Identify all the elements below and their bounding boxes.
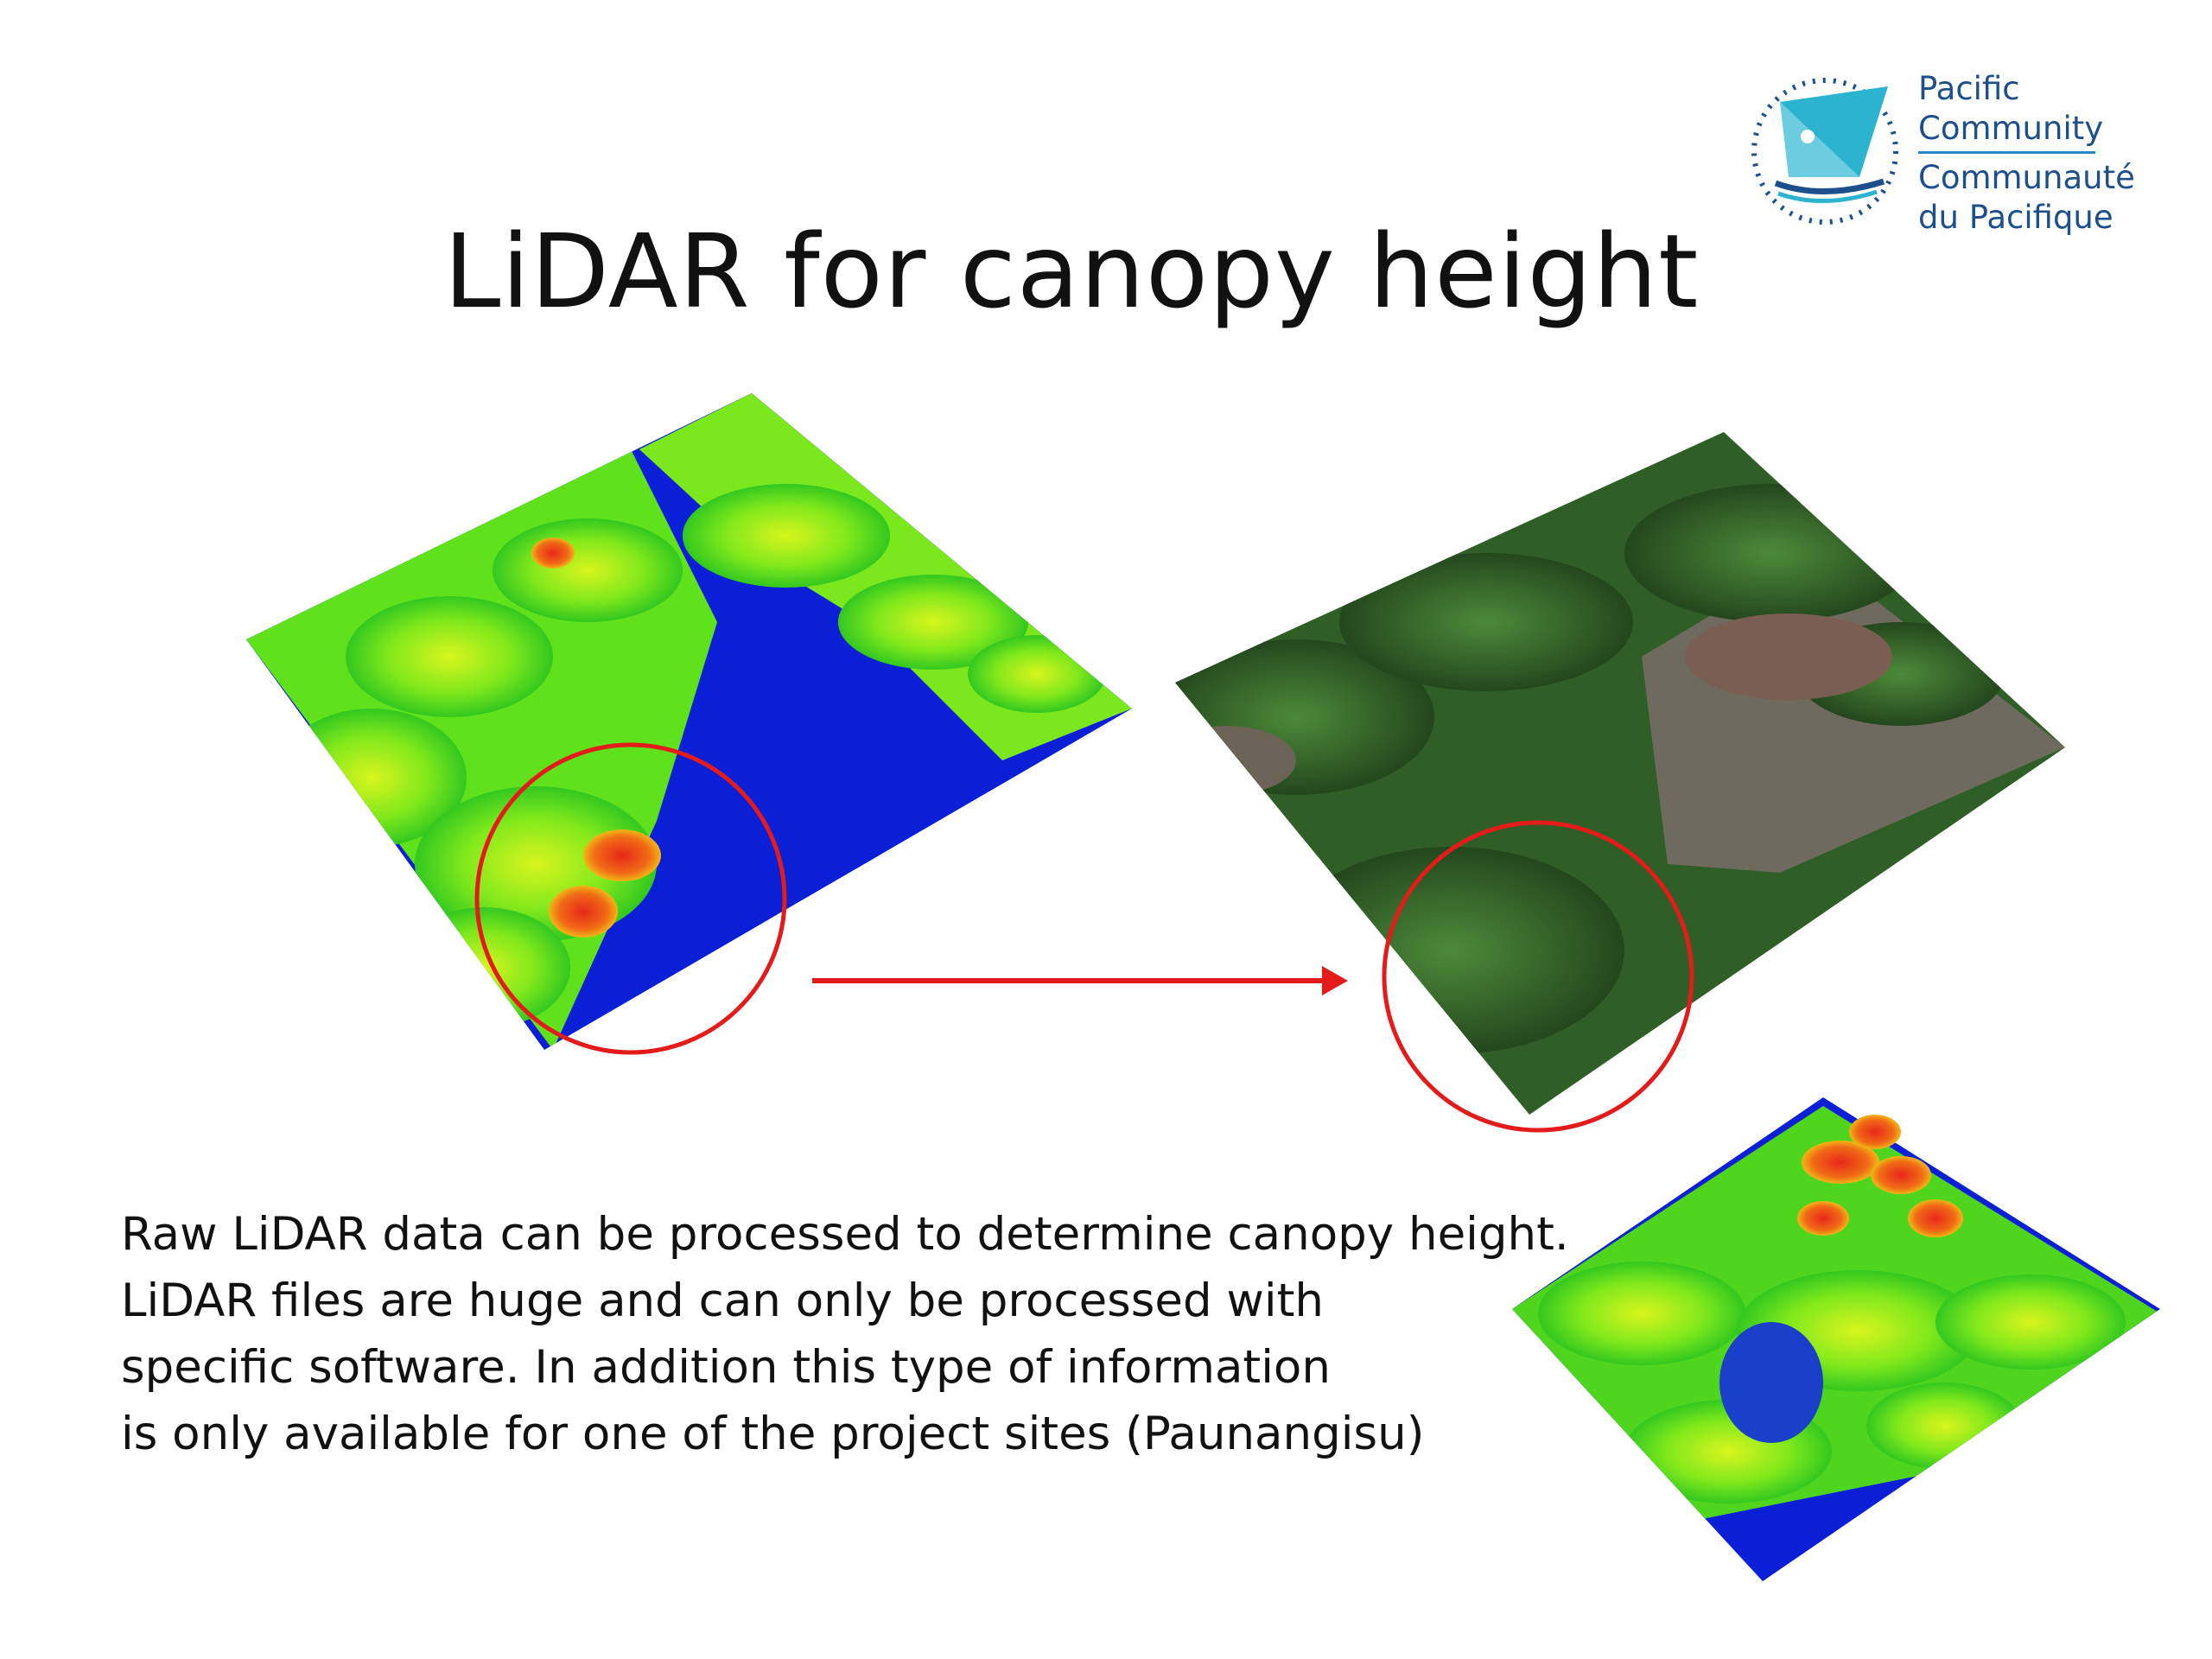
logo-line-2: Community [1918,110,2104,147]
body-line-2: LiDAR files are huge and can only be pro… [121,1274,1324,1327]
body-line-3: specific software. In addition this type… [121,1341,1331,1394]
lidar-height-image-left [246,393,1132,1050]
body-line-4: is only available for one of the project… [121,1408,1425,1460]
body-line-1: Raw LiDAR data can be processed to deter… [121,1208,1569,1261]
highlight-circle-right [1382,820,1694,1133]
slide-title: LiDAR for canopy height [443,212,1700,331]
highlight-circle-left [474,742,787,1055]
logo-line-1: Pacific [1918,70,2020,107]
logo-line-4: du Pacifique [1918,199,2113,236]
logo-line-3: Communauté [1918,159,2135,196]
arrow-right-icon [812,966,1348,995]
logo-divider [1918,151,2095,154]
aerial-photo-right [1175,432,2065,1115]
logo-ring [1751,78,1898,225]
logo-text: Pacific Community Communauté du Pacifiqu… [1918,69,2135,238]
lidar-height-image-small [1512,1097,2160,1581]
logo-sail-icon [1780,86,1888,177]
body-text: Raw LiDAR data can be processed to deter… [121,1201,1573,1467]
